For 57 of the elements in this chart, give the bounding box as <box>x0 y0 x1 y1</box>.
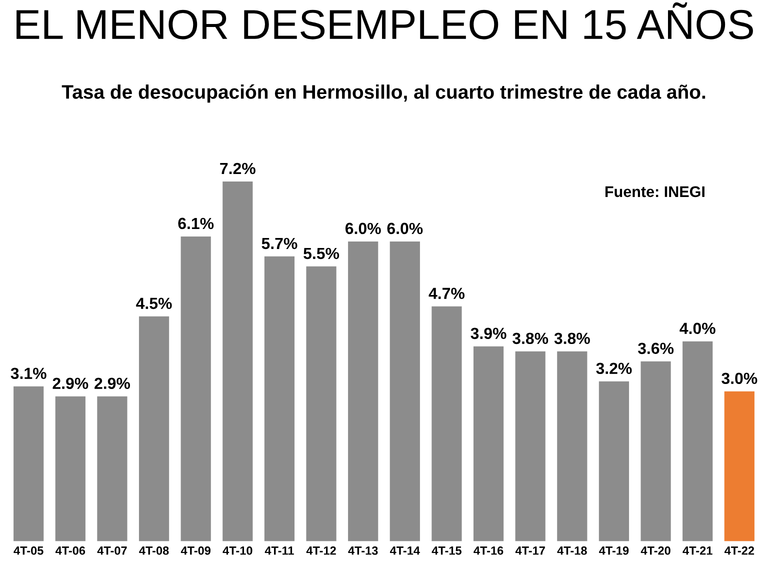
chart-title: EL MENOR DESEMPLEO EN 15 AÑOS <box>16 2 753 40</box>
annotation: Fuente: INEGI <box>605 186 704 198</box>
bar <box>473 346 504 542</box>
data-label: 6.0% <box>345 222 381 234</box>
x-tick-label: 4T-21 <box>682 546 712 555</box>
bar <box>180 236 211 542</box>
data-label: 3.0% <box>722 372 758 384</box>
x-tick-label: 4T-13 <box>348 546 378 555</box>
data-label: 3.8% <box>554 332 590 344</box>
data-label: 4.0% <box>680 322 716 334</box>
bar <box>14 386 44 542</box>
x-tick-label: 4T-19 <box>599 546 629 555</box>
bar <box>97 396 128 542</box>
x-tick-label: 4T-22 <box>724 546 754 555</box>
data-label: 5.5% <box>304 248 340 260</box>
bar <box>55 396 86 542</box>
bar <box>640 361 671 542</box>
data-label: 2.9% <box>52 378 88 390</box>
bar <box>264 256 295 542</box>
data-label: 7.2% <box>220 162 256 174</box>
x-tick-label: 4T-11 <box>264 546 294 555</box>
bar <box>432 306 462 542</box>
x-tick-label: 4T-06 <box>55 546 86 555</box>
data-label: 5.7% <box>262 238 298 250</box>
bar <box>724 391 754 542</box>
x-tick-label: 4T-05 <box>14 546 44 555</box>
bar <box>557 351 588 542</box>
bar <box>306 266 336 542</box>
x-tick-label: 4T-16 <box>474 546 504 555</box>
data-label: 3.8% <box>512 332 548 344</box>
x-tick-label: 4T-17 <box>515 546 545 555</box>
bar <box>138 316 170 542</box>
data-label: 2.9% <box>94 378 130 390</box>
x-tick-label: 4T-07 <box>97 546 127 555</box>
chart-subtitle: Tasa de desocupación en Hermosillo, al cuarto trimestre de cada año. <box>62 84 706 103</box>
bar <box>515 351 546 542</box>
data-label: 3.6% <box>638 342 674 354</box>
x-tick-label: 4T-20 <box>640 546 670 555</box>
data-label: 6.0% <box>387 222 423 234</box>
data-label: 3.1% <box>10 368 46 380</box>
x-tick-label: 4T-08 <box>139 546 169 555</box>
bar <box>390 241 420 542</box>
data-label: 4.7% <box>428 288 464 300</box>
x-tick-label: 4T-15 <box>432 546 462 555</box>
x-tick-label: 4T-10 <box>222 546 252 555</box>
data-label: 4.5% <box>136 298 172 310</box>
x-tick-label: 4T-14 <box>390 546 420 555</box>
bar <box>598 381 630 542</box>
x-tick-label: 4T-12 <box>306 546 336 555</box>
x-tick-label: 4T-09 <box>180 546 210 555</box>
data-label: 3.2% <box>596 362 632 374</box>
bar <box>682 341 713 542</box>
data-label: 6.1% <box>178 218 214 230</box>
data-label: 3.9% <box>470 328 506 340</box>
bar <box>348 241 378 542</box>
x-tick-label: 4T-18 <box>557 546 587 555</box>
bar <box>222 181 253 542</box>
